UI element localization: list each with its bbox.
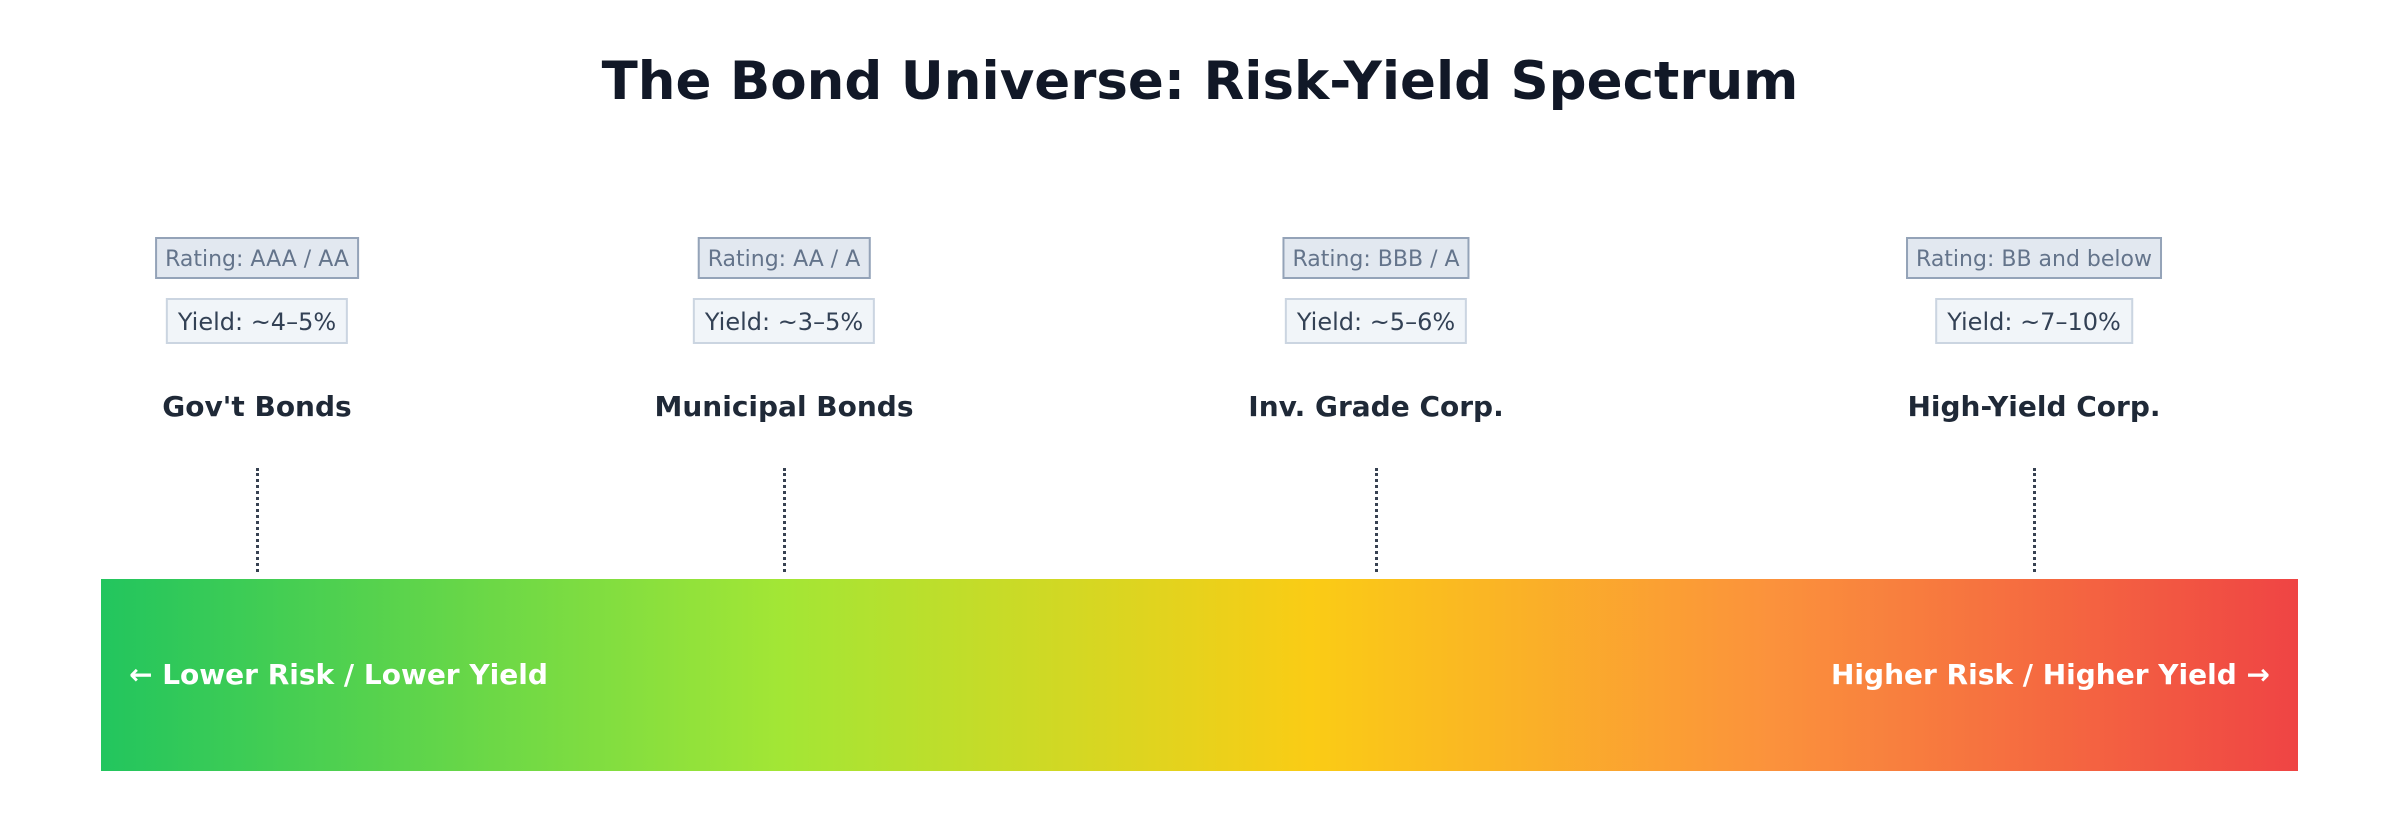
- rating-badge: Rating: AAA / AA: [155, 237, 359, 279]
- rating-badge: Rating: BB and below: [1906, 237, 2162, 279]
- diagram-title: The Bond Universe: Risk-Yield Spectrum: [601, 51, 1799, 112]
- category-label: Inv. Grade Corp.: [1248, 390, 1504, 423]
- yield-badge: Yield: ~4–5%: [165, 298, 349, 344]
- lower-risk-label: ← Lower Risk / Lower Yield: [129, 658, 548, 691]
- higher-risk-label: Higher Risk / Higher Yield →: [1831, 658, 2270, 691]
- rating-badge: Rating: AA / A: [697, 237, 871, 279]
- category-label: Gov't Bonds: [162, 390, 352, 423]
- rating-badge: Rating: BBB / A: [1282, 237, 1470, 279]
- category-label: Municipal Bonds: [654, 390, 914, 423]
- marker-line: [783, 468, 786, 572]
- category-label: High-Yield Corp.: [1907, 390, 2161, 423]
- marker-line: [256, 468, 259, 572]
- yield-badge: Yield: ~3–5%: [692, 298, 876, 344]
- risk-yield-gradient-bar: ← Lower Risk / Lower Yield Higher Risk /…: [101, 579, 2298, 771]
- yield-badge: Yield: ~5–6%: [1284, 298, 1468, 344]
- marker-line: [1375, 468, 1378, 572]
- marker-line: [2033, 468, 2036, 572]
- yield-badge: Yield: ~7–10%: [1935, 298, 2133, 344]
